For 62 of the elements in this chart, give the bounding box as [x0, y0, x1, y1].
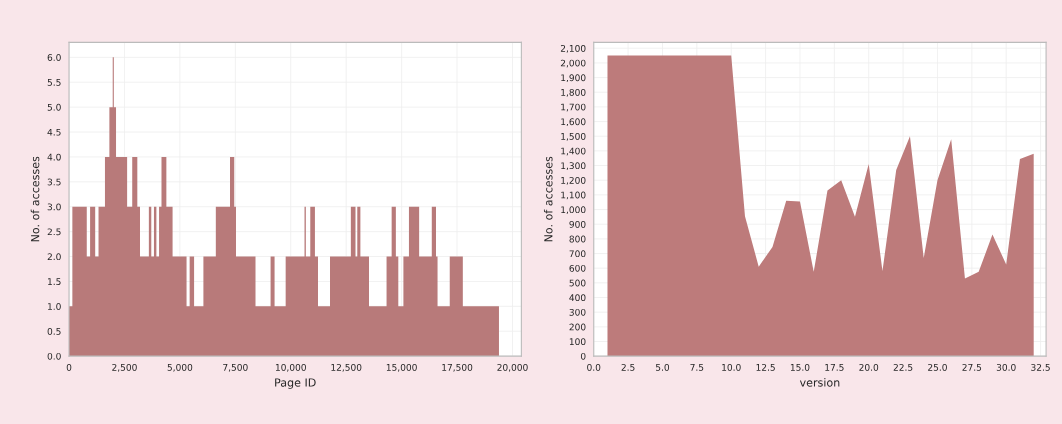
- y-tick-label: 3.5: [47, 178, 61, 186]
- y-tick-label: 1,200: [561, 176, 586, 185]
- y-tick-label: 5.0: [47, 103, 61, 111]
- x-tick-label: 0.0: [587, 363, 601, 371]
- x-tick-label: 15.0: [790, 363, 810, 371]
- y-tick-label: 1,900: [561, 74, 586, 83]
- x-tick-label: 10.0: [722, 363, 741, 371]
- x-tick-label: 5,000: [167, 363, 193, 372]
- x-tick-label: 0: [66, 363, 72, 371]
- y-tick-label: 1,300: [561, 162, 586, 171]
- y-tick-label: 300: [569, 308, 586, 316]
- y-tick-label: 900: [569, 220, 586, 228]
- y-axis-title: No. of accesses: [543, 156, 553, 242]
- x-tick-label: 12,500: [331, 363, 362, 372]
- x-tick-label: 10,000: [275, 363, 306, 372]
- y-tick-label: 1,600: [561, 118, 586, 127]
- x-tick-label: 12.5: [756, 363, 775, 371]
- x-tick-label: 7.5: [690, 364, 704, 371]
- y-tick-label: 2.0: [47, 253, 61, 261]
- x-tick-label: 20.0: [859, 363, 879, 371]
- y-tick-label: 1.5: [48, 278, 61, 286]
- y-tick-label: 2,100: [560, 44, 586, 53]
- y-tick-label: 0.0: [47, 352, 61, 360]
- y-tick-label: 700: [569, 250, 586, 258]
- y-tick-label: 1,100: [561, 191, 586, 200]
- x-tick-label: 17,500: [442, 363, 473, 372]
- y-tick-label: 3.0: [47, 203, 61, 211]
- y-tick-label: 4.0: [47, 153, 61, 161]
- x-tick-label: 2.5: [621, 363, 635, 371]
- y-tick-label: 2,000: [560, 59, 586, 68]
- x-tick-label: 17.5: [825, 364, 844, 371]
- y-tick-label: 400: [569, 294, 586, 302]
- y-tick-label: 0: [580, 352, 586, 360]
- y-tick-label: 1,400: [561, 147, 586, 156]
- x-tick-label: 32.5: [1031, 363, 1050, 371]
- x-tick-label: 27.5: [962, 363, 982, 371]
- y-tick-label: 5.5: [47, 79, 61, 86]
- y-tick-label: 1,000: [561, 206, 586, 215]
- x-tick-label: 5.0: [656, 363, 670, 371]
- y-tick-label: 4.5: [47, 128, 61, 136]
- y-tick-label: 600: [569, 264, 586, 272]
- y-tick-label: 500: [569, 279, 586, 287]
- y-tick-label: 6.0: [47, 54, 61, 61]
- y-tick-label: 1.0: [48, 303, 61, 310]
- y-tick-label: 200: [569, 323, 586, 331]
- x-tick-label: 20,000: [497, 363, 528, 372]
- x-axis-title: Page ID: [275, 378, 316, 389]
- y-tick-label: 800: [569, 235, 586, 243]
- x-tick-label: 2,500: [112, 363, 137, 372]
- y-tick-label: 0.5: [47, 327, 61, 335]
- y-tick-label: 1,700: [561, 103, 586, 112]
- x-tick-label: 15,000: [386, 363, 417, 372]
- x-tick-label: 7,500: [223, 363, 248, 372]
- x-tick-label: 25.0: [928, 363, 947, 371]
- x-axis-title: version: [799, 378, 840, 387]
- y-tick-label: 1,500: [561, 132, 586, 141]
- x-tick-label: 22.5: [893, 363, 913, 371]
- y-tick-label: 100: [569, 338, 586, 346]
- y-axis-title: No. of accesses: [30, 156, 40, 242]
- y-tick-label: 1,800: [561, 88, 586, 97]
- x-tick-label: 30.0: [996, 363, 1016, 371]
- y-tick-label: 2.5: [47, 228, 61, 236]
